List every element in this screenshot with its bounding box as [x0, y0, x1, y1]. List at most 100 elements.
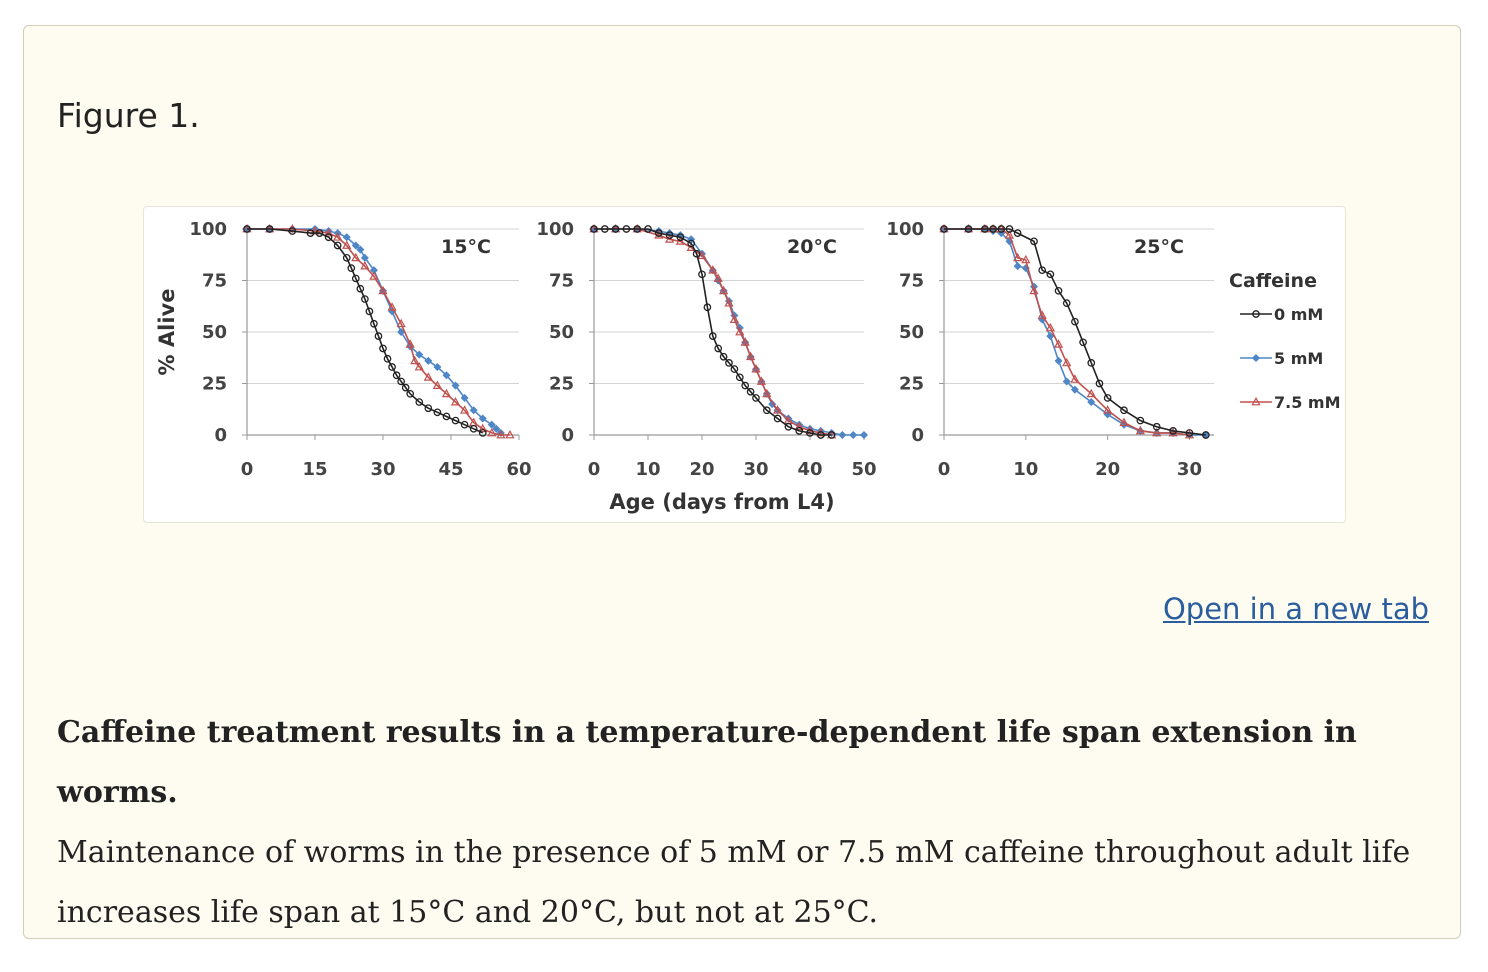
open-in-new-tab-link[interactable]: Open in a new tab — [1162, 592, 1429, 626]
data-point-0mm — [478, 429, 487, 437]
data-point-0mm — [703, 303, 712, 312]
data-point-7-5mm — [1045, 322, 1055, 332]
x-tick-label: 20 — [1095, 459, 1120, 480]
x-tick-label: 10 — [1013, 459, 1038, 480]
data-point-5mm — [469, 406, 478, 415]
data-point-5mm — [1046, 332, 1055, 341]
x-tick-label: 0 — [588, 459, 601, 480]
data-point-7-5mm — [1119, 417, 1129, 427]
data-point-5mm — [859, 430, 869, 440]
data-point-5mm — [460, 393, 469, 402]
data-point-0mm — [324, 233, 333, 242]
y-tick-label: 100 — [886, 219, 924, 240]
x-tick-label: 0 — [241, 459, 254, 480]
data-point-7-5mm — [1029, 285, 1039, 295]
data-point-0mm — [243, 225, 251, 233]
data-point-0mm — [265, 225, 274, 233]
data-point-7-5mm — [1004, 230, 1015, 239]
y-tick-label: 25 — [202, 374, 227, 395]
data-point-5mm — [827, 428, 836, 437]
data-point-7-5mm — [735, 326, 745, 336]
y-tick-label: 25 — [549, 374, 574, 395]
data-point-0mm — [687, 239, 696, 248]
y-tick-label: 100 — [189, 219, 227, 240]
data-point-7-5mm — [1062, 357, 1072, 367]
data-point-7-5mm — [713, 273, 723, 282]
data-point-0mm — [401, 383, 410, 392]
data-point-7-5mm — [410, 355, 420, 365]
data-point-0mm — [654, 229, 663, 237]
data-point-5mm — [442, 371, 451, 380]
data-point-5mm — [1013, 262, 1022, 271]
data-point-0mm — [374, 332, 383, 340]
data-point-5mm — [451, 381, 460, 390]
data-point-0mm — [1079, 338, 1087, 347]
data-point-0mm — [1062, 299, 1071, 308]
data-point-0mm — [361, 295, 369, 303]
data-point-0mm — [1071, 317, 1079, 326]
data-point-0mm — [997, 225, 1006, 233]
data-point-7-5mm — [1021, 254, 1031, 264]
data-point-7-5mm — [1086, 388, 1096, 398]
x-tick-label: 15 — [302, 459, 327, 480]
data-point-0mm — [1005, 225, 1014, 233]
data-point-7-5mm — [708, 265, 718, 274]
legend: Caffeine 0 mM 5 mM 7.5 mM — [1229, 270, 1341, 412]
data-point-0mm — [442, 412, 451, 421]
data-point-7-5mm — [697, 250, 707, 260]
data-point-7-5mm — [369, 271, 379, 280]
data-point-0mm — [379, 344, 387, 353]
figure-image[interactable]: % Alive 100 75 50 25 0 0 15 30 45 60 15°C 100 75 50 25 0… — [143, 206, 1346, 523]
data-point-0mm — [1201, 431, 1210, 439]
panel-2: 100 75 50 25 00 10 20 30 40 50 20°C — [536, 219, 876, 480]
data-point-0mm — [784, 422, 793, 431]
y-tick-label: 0 — [561, 425, 574, 446]
legend-marker-5mm — [1251, 353, 1261, 363]
caption-text: Maintenance of worms in the presence of … — [57, 835, 1411, 930]
data-point-5mm — [1087, 398, 1096, 407]
data-point-0mm — [1013, 229, 1022, 237]
data-point-0mm — [1169, 427, 1177, 435]
data-point-7-5mm — [487, 427, 497, 437]
data-point-7-5mm — [1184, 429, 1195, 439]
data-point-0mm — [370, 319, 378, 328]
data-point-5mm — [1062, 377, 1071, 386]
y-tick-label: 75 — [549, 271, 574, 292]
data-point-7-5mm — [1037, 310, 1047, 319]
data-point-0mm — [469, 424, 478, 433]
data-point-7-5mm — [740, 337, 750, 346]
data-point-0mm — [415, 398, 424, 406]
data-point-0mm — [940, 225, 948, 233]
x-tick-label: 45 — [438, 459, 463, 480]
data-point-0mm — [1136, 416, 1145, 425]
data-point-7-5mm — [459, 405, 470, 414]
data-point-0mm — [342, 253, 351, 262]
data-point-7-5mm — [664, 234, 675, 243]
data-point-0mm — [1095, 379, 1104, 388]
data-point-7-5mm — [1053, 339, 1064, 348]
series-line-7-5mm — [594, 228, 832, 436]
panel-title: 15°C — [441, 236, 491, 258]
data-point-7-5mm — [423, 372, 433, 381]
x-tick-label: 60 — [506, 459, 531, 480]
data-point-7-5mm — [724, 298, 734, 307]
data-point-7-5mm — [1103, 405, 1113, 414]
data-point-7-5mm — [333, 232, 343, 241]
data-point-7-5mm — [414, 361, 424, 371]
data-point-0mm — [356, 284, 365, 293]
data-point-0mm — [1152, 422, 1161, 431]
data-point-0mm — [1054, 286, 1063, 295]
data-point-7-5mm — [1152, 427, 1162, 437]
data-point-0mm — [433, 408, 442, 417]
y-tick-label: 75 — [899, 271, 924, 292]
data-point-7-5mm — [745, 351, 756, 361]
data-point-0mm — [746, 387, 755, 396]
data-point-7-5mm — [441, 388, 452, 398]
data-point-5mm — [415, 350, 424, 359]
data-point-5mm — [1054, 356, 1063, 365]
y-tick-label: 50 — [549, 322, 574, 343]
data-point-0mm — [460, 420, 469, 429]
data-point-0mm — [392, 371, 401, 380]
x-tick-label: 50 — [851, 459, 876, 480]
